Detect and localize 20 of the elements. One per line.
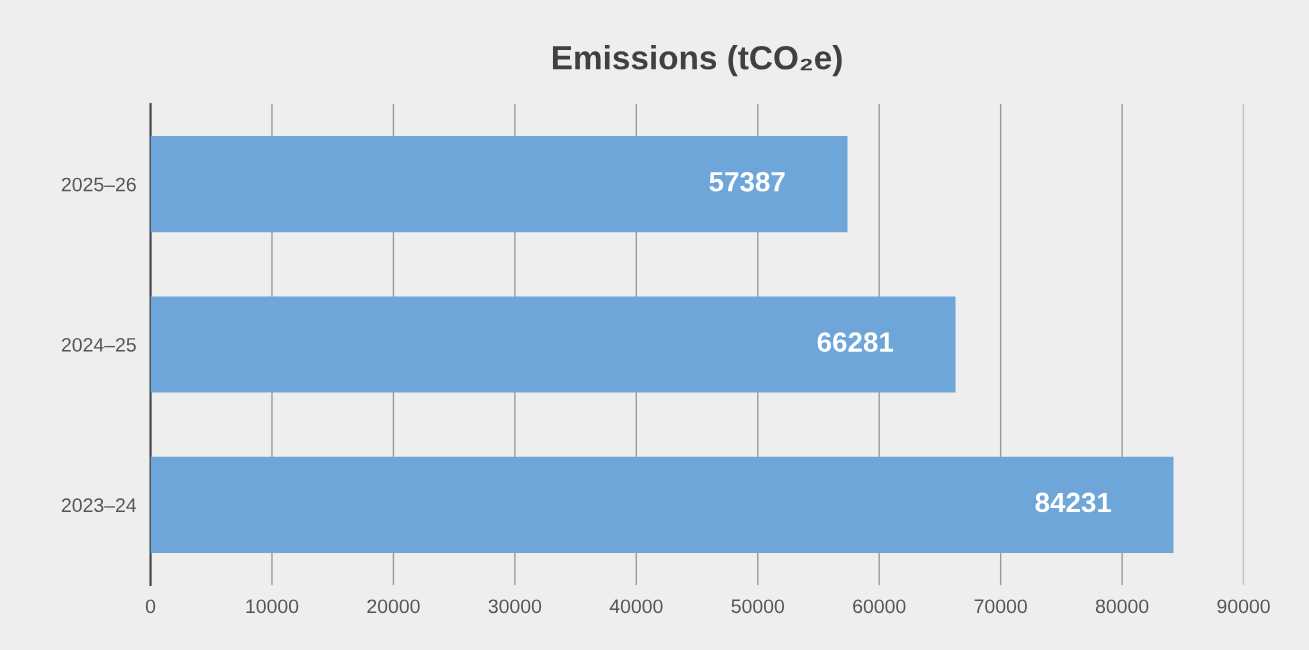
x-tick-label: 80000	[1095, 599, 1149, 614]
x-tick-label: 60000	[853, 599, 906, 614]
x-tick-label: 40000	[609, 599, 663, 614]
x-tick-label: 30000	[488, 599, 542, 614]
x-tick-label: 10000	[246, 599, 299, 614]
bar	[150, 456, 1174, 553]
data-label: 84231	[1035, 492, 1112, 513]
x-tick-label: 70000	[974, 599, 1027, 614]
x-tick-label: 50000	[731, 599, 785, 614]
x-tick-label: 90000	[1217, 599, 1270, 614]
data-label: 57387	[709, 171, 785, 192]
x-tick-label: 20000	[367, 599, 420, 614]
y-tick-label: 2025–26	[61, 177, 136, 192]
data-label: 66281	[817, 332, 894, 352]
y-tick-label: 2024–25	[61, 337, 136, 352]
bar	[150, 136, 848, 233]
y-tick-label: 2023–24	[61, 498, 137, 513]
x-tick-label: 0	[145, 599, 156, 614]
chart-title: Emissions (tCO₂e)	[552, 45, 842, 77]
bar	[150, 296, 956, 393]
